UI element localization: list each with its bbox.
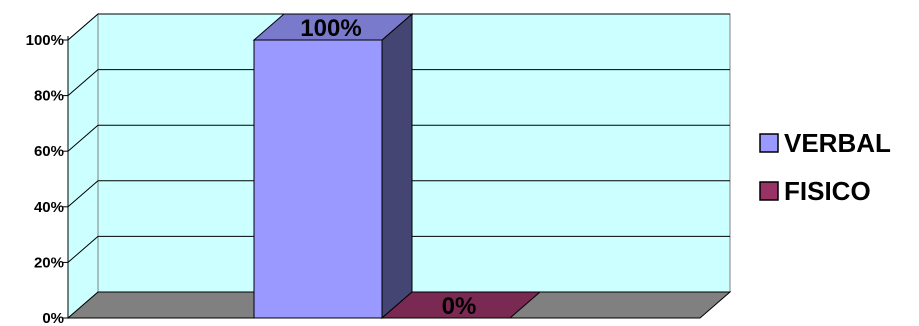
gridline [67, 180, 730, 208]
gridline [67, 13, 730, 41]
legend-item-fisico: FISICO [759, 176, 871, 206]
legend: VERBAL FISICO [759, 128, 891, 206]
gridline [67, 124, 730, 152]
y-tick-label: 60% [34, 143, 64, 160]
y-tick-label: 80% [34, 88, 64, 105]
y-axis: 0% 20% 40% 60% 80% 100% [26, 32, 69, 326]
bar-fisico: 0% [380, 291, 542, 320]
y-tick-label: 100% [26, 32, 64, 49]
legend-label: FISICO [784, 176, 871, 206]
bar-top-face [252, 13, 414, 41]
gridline [67, 235, 730, 263]
gridlines [67, 13, 730, 263]
bar-side-face [381, 12, 413, 320]
y-tick-label: 40% [34, 199, 64, 216]
legend-swatch [759, 181, 779, 201]
bar-top-face [380, 291, 542, 319]
bars: 100% 0% [252, 12, 542, 320]
back-wall [97, 13, 731, 293]
side-wall [67, 12, 99, 320]
legend-swatch [759, 133, 779, 153]
gridline [67, 69, 730, 96]
bar-verbal: 100% [252, 12, 414, 320]
bar-front-face [253, 39, 383, 319]
data-label: 100% [300, 15, 361, 42]
legend-item-verbal: VERBAL [759, 128, 891, 158]
data-label: 0% [442, 293, 477, 320]
y-tick-label: 20% [34, 254, 64, 271]
legend-label: VERBAL [784, 128, 891, 158]
y-tick-label: 0% [42, 310, 64, 326]
